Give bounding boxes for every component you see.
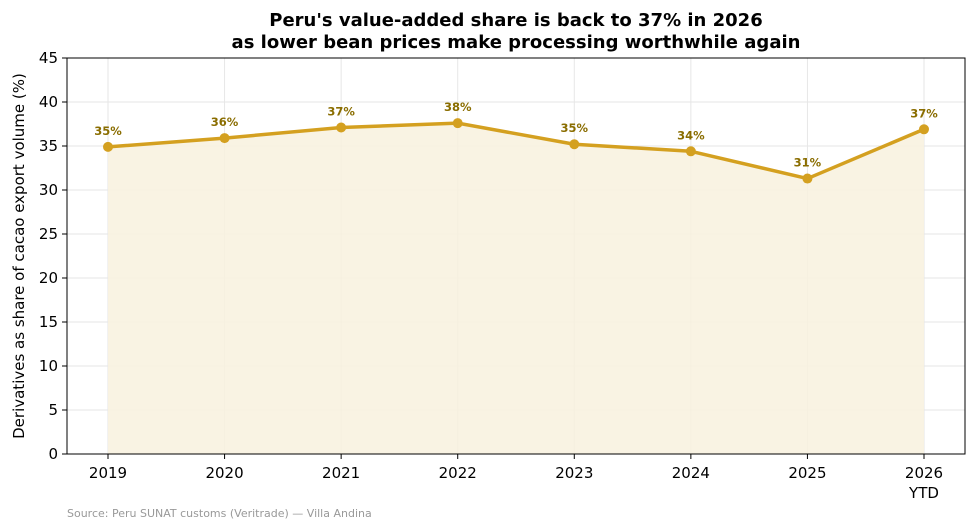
x-axis-ticks: 2019 2020 2021 2022 2023 2024 2025 2026 YTD [89, 454, 943, 502]
chart-title-line-1: Peru's value-added share is back to 37% … [269, 10, 762, 31]
data-point-2020 [219, 133, 230, 144]
series-line-group [106, 121, 926, 181]
data-points [103, 118, 929, 184]
x-tick-label-2025: 2025 [788, 464, 826, 482]
data-point-2022 [452, 118, 463, 129]
data-label-2025: 31% [794, 156, 822, 170]
data-point-2025 [802, 173, 813, 184]
x-tick-label-2022: 2022 [439, 464, 477, 482]
data-label-2020: 36% [211, 115, 239, 129]
data-label-2022: 38% [444, 100, 472, 114]
data-point-2024 [685, 146, 696, 157]
x-tick-label-2023: 2023 [555, 464, 593, 482]
area-fill [108, 123, 924, 455]
x-tick-sublabel-2026: YTD [908, 484, 939, 502]
y-tick-label-35: 35 [39, 137, 58, 155]
y-tick-label-40: 40 [39, 93, 58, 111]
x-tick-label-2021: 2021 [322, 464, 360, 482]
source-note: Source: Peru SUNAT customs (Veritrade) —… [67, 507, 372, 520]
data-point-2023 [569, 139, 580, 150]
x-tick-label-2019: 2019 [89, 464, 127, 482]
y-axis-ticks: 0 5 10 15 20 25 30 35 40 45 [39, 49, 67, 463]
data-point-2021 [336, 122, 347, 133]
y-tick-label-15: 15 [39, 313, 58, 331]
area-fill-shape [108, 123, 924, 455]
y-tick-label-0: 0 [48, 445, 58, 463]
y-tick-label-45: 45 [39, 49, 58, 67]
x-tick-label-2024: 2024 [672, 464, 710, 482]
x-tick-label-2026: 2026 [905, 464, 943, 482]
data-point-2019 [103, 141, 113, 152]
data-label-2024: 34% [677, 128, 705, 142]
data-labels: 35% 36% 37% 38% 35% 34% 31% 37% [94, 100, 938, 169]
data-label-2019: 35% [94, 124, 122, 138]
y-tick-label-30: 30 [39, 181, 58, 199]
data-label-2021: 37% [327, 105, 355, 119]
data-label-2023: 35% [561, 121, 589, 135]
y-tick-label-20: 20 [39, 269, 58, 287]
y-tick-label-10: 10 [39, 357, 58, 375]
chart-title-line-2: as lower bean prices make processing wor… [232, 32, 801, 53]
data-label-2026: 37% [910, 106, 938, 120]
data-point-2026 [919, 124, 929, 135]
y-tick-label-25: 25 [39, 225, 58, 243]
series-line [106, 121, 926, 181]
y-tick-label-5: 5 [48, 401, 58, 419]
y-axis-label: Derivatives as share of cacao export vol… [10, 73, 28, 439]
plot-frame [66, 57, 966, 455]
x-tick-label-2020: 2020 [205, 464, 243, 482]
